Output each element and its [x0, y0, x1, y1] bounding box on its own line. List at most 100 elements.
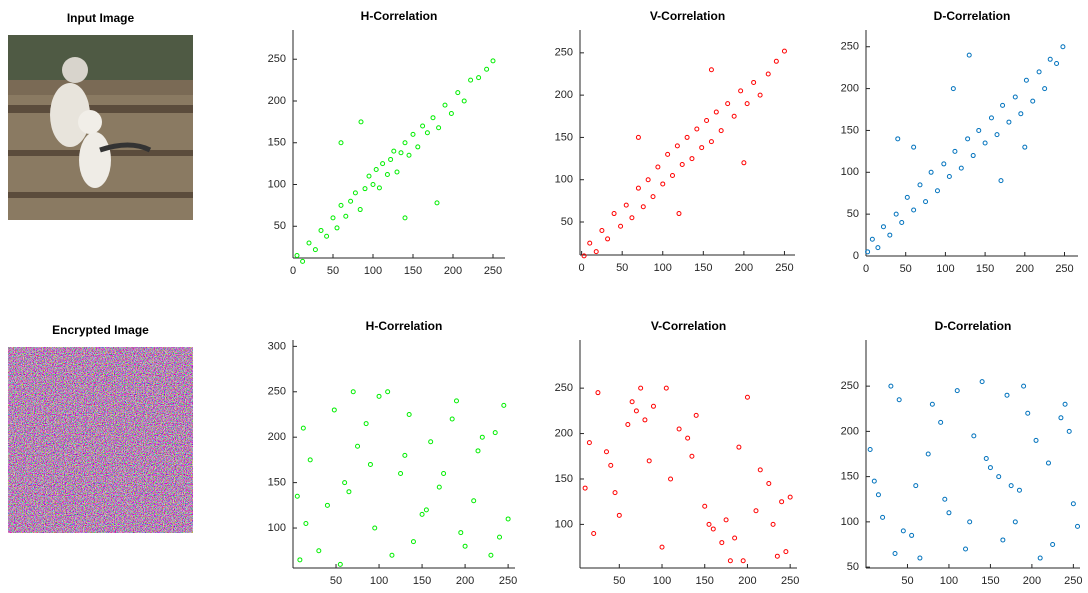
scatter-point: [710, 526, 716, 532]
scatter-point: [629, 399, 635, 405]
scatter-point: [1050, 541, 1056, 547]
scatter-point: [966, 52, 972, 58]
scatter-point: [501, 402, 507, 408]
scatter-point: [967, 519, 973, 525]
scatter-point: [428, 439, 434, 445]
y-tick-label: 100: [555, 518, 573, 530]
scatter-point: [998, 178, 1004, 184]
scatter-point: [1012, 519, 1018, 525]
scatter-point: [441, 471, 447, 477]
y-tick-label: 50: [561, 216, 573, 228]
scatter-point: [1060, 44, 1066, 50]
scatter-point: [1022, 144, 1028, 150]
scatter-point: [676, 426, 682, 432]
scatter-point: [424, 130, 430, 136]
scatter-point: [994, 132, 1000, 138]
scatter-point: [402, 215, 408, 221]
x-tick-label: 100: [370, 575, 388, 587]
scatter-point: [668, 476, 674, 482]
scatter-point: [679, 161, 685, 167]
scatter-point: [893, 211, 899, 217]
scatter-point: [757, 467, 763, 473]
scatter-point: [744, 394, 750, 400]
scatter-point: [300, 425, 306, 431]
scatter-point: [904, 194, 910, 200]
y-tick-label: 200: [555, 89, 573, 101]
scatter-point: [410, 131, 416, 137]
scatter-point: [934, 188, 940, 194]
scatter-point: [971, 433, 977, 439]
scatter-point: [490, 58, 496, 64]
scatter-point: [689, 453, 695, 459]
y-tick-label: 200: [841, 425, 859, 437]
scatter-point: [1033, 437, 1039, 443]
scatter-point: [612, 490, 618, 496]
scatter-point: [363, 421, 369, 427]
scatter-point: [635, 134, 641, 140]
y-tick-label: 200: [841, 82, 859, 94]
scatter-point: [1075, 523, 1081, 529]
x-tick-label: 100: [364, 265, 382, 277]
scatter-point: [942, 496, 948, 502]
scatter-point: [1004, 392, 1010, 398]
scatter-point: [603, 449, 609, 455]
scatter-point: [448, 111, 454, 117]
scatter-point: [996, 474, 1002, 480]
scatter-point: [875, 492, 881, 498]
x-tick-label: 150: [981, 575, 999, 587]
x-tick-label: 50: [901, 575, 913, 587]
scatter-point: [330, 215, 336, 221]
scatter-point: [871, 478, 877, 484]
scatter-point: [732, 535, 738, 541]
scatter-point: [738, 88, 744, 94]
scatter-point: [1058, 415, 1064, 421]
scatter-point: [1016, 487, 1022, 493]
scatter-point: [982, 140, 988, 146]
scatter-point: [406, 152, 412, 158]
scatter-point: [367, 461, 373, 467]
scatter-point: [713, 109, 719, 115]
scatter-point: [611, 211, 617, 217]
y-tick-label: 50: [847, 208, 859, 220]
scatter-point: [436, 125, 442, 131]
scatter-point: [663, 385, 669, 391]
scatter-point: [1070, 501, 1076, 507]
scatter-point: [334, 225, 340, 231]
scatter-point: [625, 421, 631, 427]
scatter-point: [887, 232, 893, 238]
scatter-point: [492, 430, 498, 436]
scatter-point: [976, 127, 982, 133]
scatter-point: [723, 517, 729, 523]
scatter-point: [941, 161, 947, 167]
x-tick-label: 250: [1064, 575, 1082, 587]
scatter-point: [928, 169, 934, 175]
y-tick-label: 200: [555, 427, 573, 439]
scatter-point: [650, 403, 656, 409]
scatter-point: [909, 532, 915, 538]
scatter-point: [406, 411, 412, 417]
scatter-point: [384, 171, 390, 177]
scatter-point: [294, 252, 300, 258]
scatter-point: [300, 258, 306, 264]
x-tick-label: 250: [484, 265, 502, 277]
scatter-point: [900, 528, 906, 534]
scatter-point: [708, 139, 714, 145]
y-tick-label: 250: [841, 380, 859, 392]
scatter-point: [488, 552, 494, 558]
x-tick-label: 100: [654, 262, 672, 274]
scatter-point: [895, 136, 901, 142]
scatter-point: [1018, 111, 1024, 117]
scatter-point: [635, 185, 641, 191]
input-image: [8, 35, 193, 220]
scatter-point: [338, 140, 344, 146]
scatter-point: [593, 249, 599, 255]
scatter-point: [880, 224, 886, 230]
x-tick-label: 200: [444, 265, 462, 277]
x-tick-label: 150: [696, 575, 714, 587]
scatter-point: [781, 48, 787, 54]
x-tick-label: 200: [1023, 575, 1041, 587]
scatter-point: [380, 161, 386, 167]
scatter-point: [419, 511, 425, 517]
scatter-point: [423, 507, 429, 513]
